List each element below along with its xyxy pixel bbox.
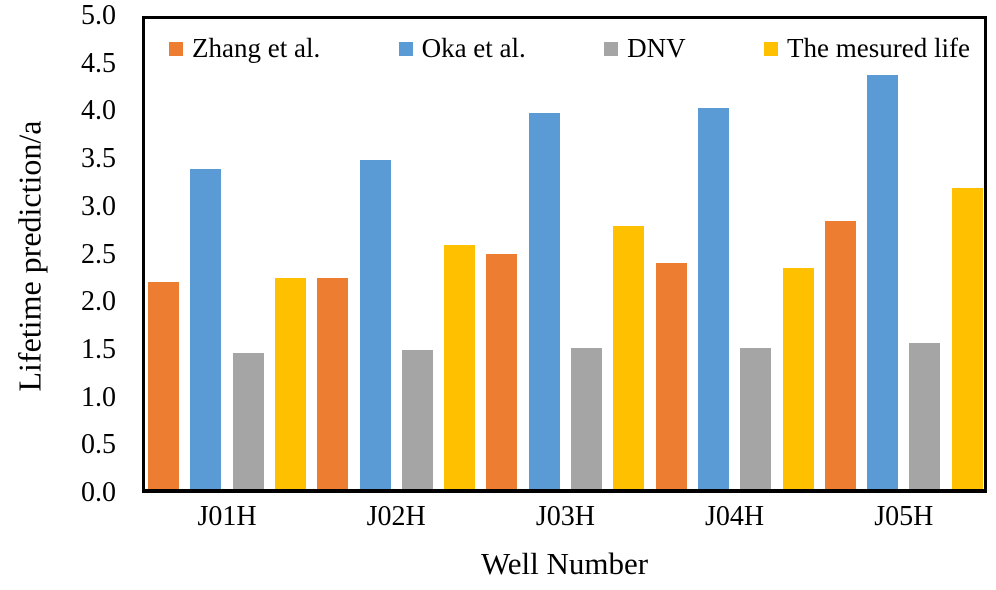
bars-layer [145, 19, 984, 489]
x-tick-label-J05H: J05H [874, 501, 934, 532]
bar-J05H-series1 [867, 75, 899, 489]
bar-J01H-series3 [274, 277, 306, 489]
bar-J05H-series3 [951, 188, 983, 489]
legend-item-3: The mesured life [764, 33, 970, 64]
legend-swatch-icon [604, 41, 619, 56]
plot-area: Zhang et al. Oka et al. DNV The mesured lif… [142, 16, 987, 493]
bar-J03H-series1 [528, 113, 560, 489]
y-axis-tick-labels: 0.0 0.5 1.0 1.5 2.0 2.5 3.0 3.5 4.0 4.5 5.0 [0, 0, 116, 590]
x-tick-label-J01H: J01H [197, 501, 257, 532]
bar-J02H-series3 [444, 244, 476, 489]
legend-item-2: DNV [604, 33, 686, 64]
legend-item-1: Oka et al. [398, 33, 526, 64]
legend-swatch-icon [398, 41, 413, 56]
y-tick-label: 3.0 [81, 190, 116, 222]
y-tick-label: 4.5 [81, 47, 116, 79]
legend-swatch-icon [169, 41, 183, 56]
legend-item-0: Zhang et al. [169, 33, 320, 64]
bar-J01H-series1 [190, 169, 222, 489]
y-tick-label: 2.5 [81, 238, 116, 270]
bar-J01H-series0 [148, 282, 180, 489]
bar-J03H-series3 [613, 225, 645, 489]
y-tick-label: 1.0 [81, 381, 116, 413]
x-tick-label-J04H: J04H [705, 501, 765, 532]
y-tick-label: 5.0 [81, 0, 116, 31]
legend-label: Zhang et al. [192, 33, 321, 63]
legend-label: DNV [627, 33, 686, 63]
legend-swatch-icon [764, 41, 779, 56]
x-tick-label-J03H: J03H [535, 501, 595, 532]
x-axis-tick-labels: J01H J02H J03H J04H J05H [0, 501, 996, 535]
bar-J04H-series3 [782, 268, 814, 489]
legend: Zhang et al. Oka et al. DNV The mesured lif… [169, 33, 970, 64]
x-tick-label-J02H: J02H [366, 501, 426, 532]
bar-J04H-series0 [655, 263, 687, 489]
bar-J05H-series2 [909, 343, 941, 489]
bar-J05H-series0 [824, 221, 856, 489]
bar-J04H-series1 [697, 108, 729, 489]
y-tick-label: 0.5 [81, 429, 116, 461]
bar-J01H-series2 [232, 352, 264, 489]
legend-label: The mesured life [787, 33, 970, 63]
y-tick-label: 2.0 [81, 286, 116, 318]
bar-J03H-series0 [486, 254, 518, 489]
bar-J02H-series2 [401, 349, 433, 489]
bar-J04H-series2 [740, 348, 772, 489]
bar-J02H-series1 [359, 160, 391, 489]
y-tick-label: 3.5 [81, 143, 116, 175]
y-tick-label: 0.0 [81, 477, 116, 508]
x-axis-title: Well Number [480, 546, 649, 581]
y-tick-label: 1.5 [81, 333, 116, 365]
y-tick-label: 4.0 [81, 95, 116, 127]
bar-J03H-series2 [571, 348, 603, 489]
bar-J02H-series0 [317, 277, 349, 489]
legend-label: Oka et al. [421, 33, 526, 63]
